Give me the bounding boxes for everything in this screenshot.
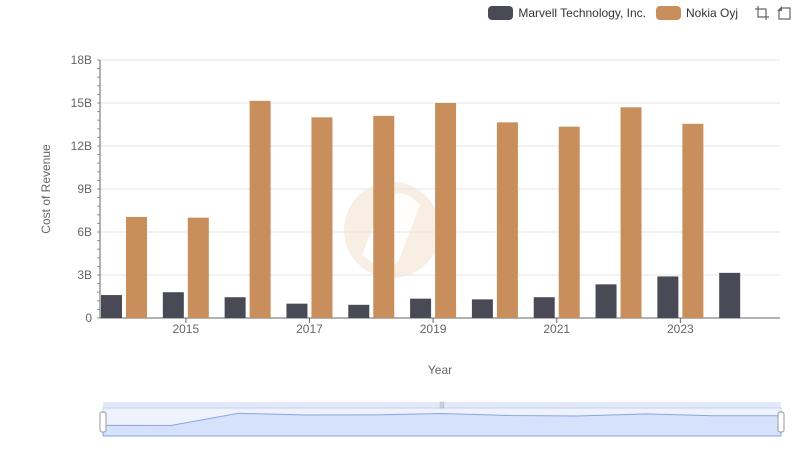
bar-marvell-2015 <box>162 292 184 318</box>
navigator-scrollbar <box>103 402 781 408</box>
x-axis: 2015 2017 2019 2021 2023 <box>100 317 780 336</box>
navigator-grip: ||| <box>439 402 445 409</box>
crop-icon[interactable] <box>754 5 770 21</box>
legend-swatch-marvell <box>488 6 514 20</box>
y-tick-label: 12B <box>71 139 92 153</box>
navigator-series <box>102 412 782 437</box>
bar-marvell-2019 <box>410 298 432 318</box>
bar-nokia-2019 <box>435 103 457 318</box>
y-tick-label: 6B <box>77 225 92 239</box>
y-tick-label: 15B <box>71 96 92 110</box>
bar-marvell-2017 <box>286 303 308 318</box>
bar-nokia-2017 <box>311 117 333 318</box>
bar-nokia-2020 <box>496 122 518 318</box>
bar-marvell-2024 <box>719 272 741 318</box>
x-tick-label: 2015 <box>172 322 199 336</box>
legend-label-marvell: Marvell Technology, Inc. <box>518 6 646 20</box>
bar-marvell-2021 <box>533 297 555 318</box>
legend-item-nokia[interactable]: Nokia Oyj <box>655 6 738 20</box>
bar-nokia-2018 <box>373 115 395 319</box>
y-axis: 0 3B 6B 9B 12B 15B 18B <box>71 53 101 325</box>
bar-marvell-2018 <box>348 304 370 318</box>
bar-marvell-2023 <box>657 276 679 318</box>
x-tick-label: 2017 <box>296 322 323 336</box>
bar-marvell-2020 <box>471 299 493 318</box>
y-axis-title: Cost of Revenue <box>39 144 53 234</box>
legend-label-nokia: Nokia Oyj <box>685 6 738 20</box>
x-axis-title: Year <box>428 363 452 377</box>
bar-nokia-2021 <box>558 126 580 319</box>
navigator-handle-right <box>777 411 785 433</box>
bar-nokia-2023 <box>682 123 704 319</box>
bars <box>101 100 741 319</box>
legend: Marvell Technology, Inc. Nokia Oyj <box>488 4 792 22</box>
y-tick-label: 0 <box>85 311 92 325</box>
bar-nokia-2016 <box>249 100 271 318</box>
x-tick-label: 2023 <box>667 322 694 336</box>
bar-nokia-2022 <box>620 107 642 318</box>
bar-nokia-2015 <box>187 217 209 318</box>
y-tick-label: 9B <box>77 182 92 196</box>
bar-marvell-2014 <box>101 295 122 318</box>
bar-marvell-2022 <box>595 284 617 318</box>
legend-item-marvell[interactable]: Marvell Technology, Inc. <box>488 6 646 20</box>
bar-nokia-2014 <box>126 216 147 318</box>
range-navigator[interactable]: ||| <box>99 402 785 437</box>
legend-swatch-nokia <box>655 6 681 20</box>
y-tick-label: 18B <box>71 53 92 67</box>
navigator-handle-left <box>99 411 107 433</box>
x-tick-label: 2021 <box>543 322 570 336</box>
bar-marvell-2016 <box>224 297 246 318</box>
reset-zoom-icon[interactable] <box>776 5 792 21</box>
y-tick-label: 3B <box>77 268 92 282</box>
x-tick-label: 2019 <box>420 322 447 336</box>
